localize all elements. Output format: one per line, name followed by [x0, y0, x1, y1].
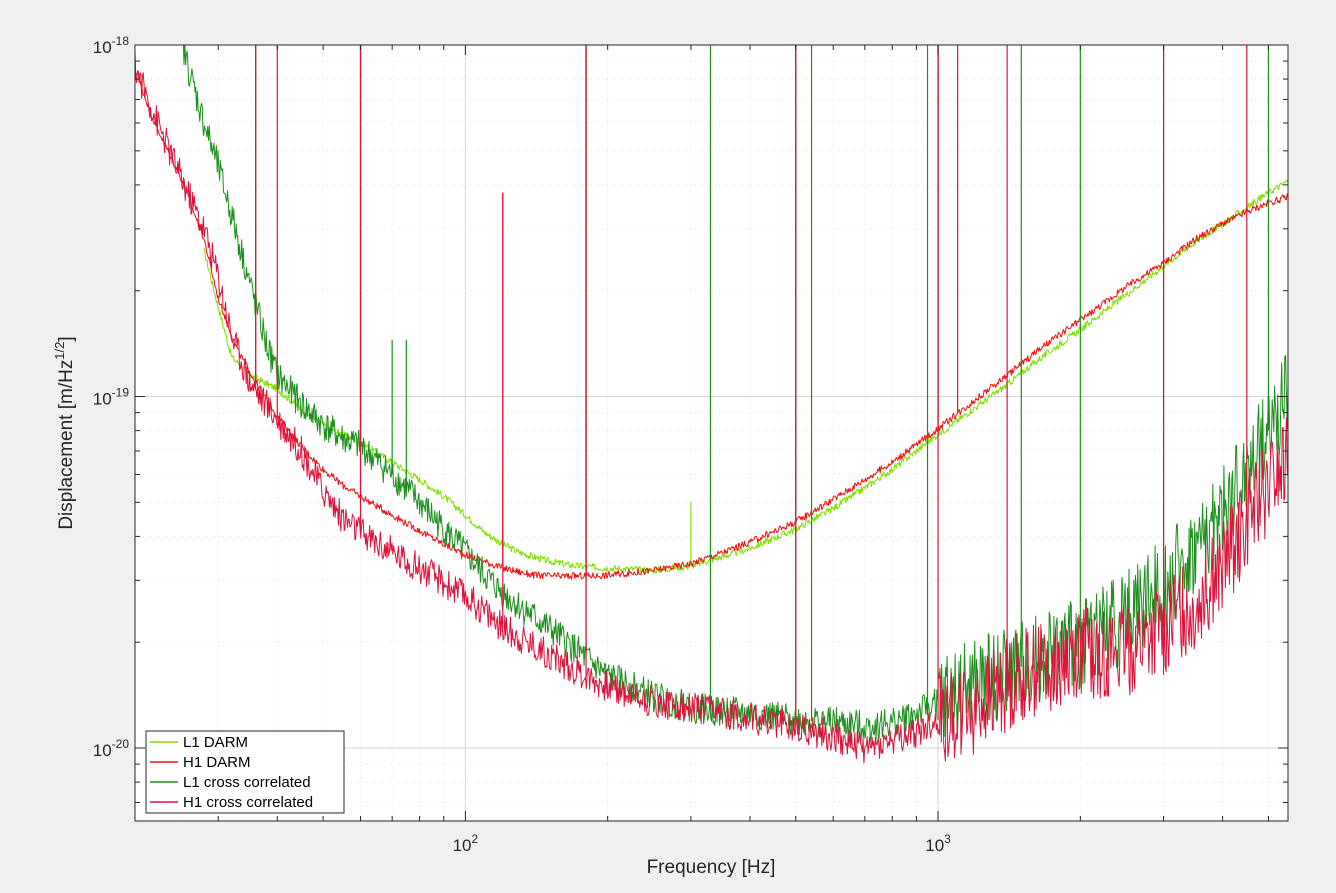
y-tick-label: 10-20 — [93, 737, 130, 760]
series-line-l1-darm — [203, 179, 1288, 575]
x-axis-label: Frequency [Hz] — [647, 857, 776, 878]
legend-label: H1 DARM — [183, 754, 251, 771]
tick-labels: 102 103 10-20 10-19 10-18 — [93, 34, 951, 855]
legend-box — [145, 730, 345, 814]
x-tick-label: 102 — [453, 832, 479, 855]
series-line-h1-darm — [135, 66, 1288, 580]
y-tick-label: 10-19 — [93, 386, 130, 409]
series-group — [135, 45, 1288, 764]
legend-label: L1 DARM — [183, 734, 248, 751]
y-tick-label: 10-18 — [93, 34, 130, 57]
y-axis-label: Displacement [m/Hz1/2] — [52, 336, 77, 529]
legend-label: H1 cross correlated — [183, 794, 313, 811]
x-tick-label: 103 — [925, 832, 951, 855]
series-line-l1-cross-correlated — [182, 45, 1288, 743]
tick-marks — [134, 45, 1288, 821]
legend-label: L1 cross correlated — [183, 774, 311, 791]
plot-frame — [134, 44, 1289, 822]
legend: L1 DARM H1 DARM L1 cross correlated H1 cros… — [145, 730, 345, 814]
series-line-h1-cross-correlated — [135, 51, 1288, 764]
plot-area — [135, 45, 1288, 821]
